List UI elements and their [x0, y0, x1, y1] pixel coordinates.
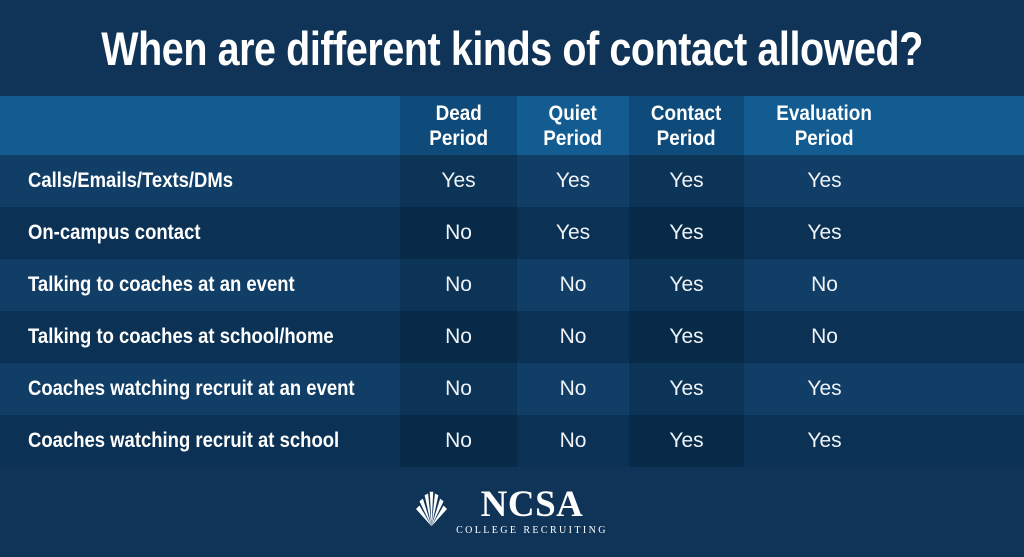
cell-contact-period: Yes [629, 415, 744, 467]
table-row: On-campus contact No Yes Yes Yes [0, 207, 1024, 259]
cell-value: No [559, 429, 587, 452]
cell-dead-period: No [400, 207, 517, 259]
cell-value: Yes [669, 429, 704, 452]
title-bar: When are different kinds of contact allo… [0, 0, 1024, 96]
table-row: Coaches watching recruit at an event No … [0, 363, 1024, 415]
cell-dead-period: No [400, 415, 517, 467]
cell-value: No [445, 377, 472, 400]
cell-quiet-period: No [517, 311, 629, 363]
logo-text-block: NCSA COLLEGE RECRUITING [456, 484, 608, 536]
cell-dead-period: No [400, 311, 517, 363]
cell-value: Yes [669, 221, 704, 244]
row-filler-cell [905, 207, 1024, 259]
cell-quiet-period: No [517, 259, 629, 311]
header-filler-cell [905, 96, 1024, 155]
column-header-label: Contact Period [651, 101, 722, 150]
cell-value: Yes [555, 221, 591, 244]
ncsa-logo: NCSA COLLEGE RECRUITING [416, 484, 608, 536]
cell-value: Yes [807, 221, 842, 244]
cell-value: Yes [441, 169, 476, 192]
cell-evaluation-period: No [744, 259, 905, 311]
cell-quiet-period: No [517, 363, 629, 415]
cell-value: Yes [807, 429, 842, 452]
cell-value: No [559, 325, 587, 348]
cell-contact-period: Yes [629, 363, 744, 415]
cell-evaluation-period: Yes [744, 155, 905, 207]
cell-value: No [811, 325, 838, 348]
cell-dead-period: Yes [400, 155, 517, 207]
cell-value: No [559, 273, 587, 296]
cell-value: No [559, 377, 587, 400]
cell-quiet-period: Yes [517, 207, 629, 259]
row-filler-cell [905, 311, 1024, 363]
row-label-cell: Calls/Emails/Texts/DMs [0, 155, 400, 207]
cell-contact-period: Yes [629, 155, 744, 207]
cell-evaluation-period: Yes [744, 415, 905, 467]
row-label: Talking to coaches at school/home [28, 325, 334, 348]
cell-value: Yes [669, 169, 704, 192]
cell-value: Yes [807, 169, 842, 192]
contact-periods-table: Dead Period Quiet Period Contact Period … [0, 96, 1024, 467]
row-label-cell: Coaches watching recruit at an event [0, 363, 400, 415]
cell-evaluation-period: Yes [744, 207, 905, 259]
row-label: Coaches watching recruit at an event [28, 377, 355, 400]
cell-value: Yes [555, 169, 591, 192]
column-header-label: Dead Period [429, 101, 488, 150]
cell-value: Yes [669, 377, 704, 400]
cell-dead-period: No [400, 259, 517, 311]
row-filler-cell [905, 415, 1024, 467]
crown-spikes-icon [416, 491, 448, 527]
cell-value: No [445, 429, 472, 452]
cell-contact-period: Yes [629, 311, 744, 363]
cell-value: Yes [807, 377, 842, 400]
cell-value: No [445, 273, 472, 296]
cell-value: No [445, 325, 472, 348]
logo-wordmark: NCSA [480, 484, 584, 525]
column-header-label: Evaluation Period [776, 101, 873, 150]
row-filler-cell [905, 155, 1024, 207]
row-label-cell: Coaches watching recruit at school [0, 415, 400, 467]
row-filler-cell [905, 259, 1024, 311]
cell-evaluation-period: Yes [744, 363, 905, 415]
row-label: Talking to coaches at an event [28, 273, 295, 296]
cell-value: Yes [669, 325, 704, 348]
table-row: Coaches watching recruit at school No No… [0, 415, 1024, 467]
cell-value: No [811, 273, 838, 296]
row-label: Coaches watching recruit at school [28, 429, 340, 452]
column-header-evaluation-period: Evaluation Period [744, 96, 905, 155]
cell-evaluation-period: No [744, 311, 905, 363]
row-label-cell: Talking to coaches at school/home [0, 311, 400, 363]
table-row: Talking to coaches at an event No No Yes… [0, 259, 1024, 311]
logo-subtitle: COLLEGE RECRUITING [456, 525, 608, 536]
cell-dead-period: No [400, 363, 517, 415]
column-header-label: Quiet Period [543, 101, 603, 150]
column-header-dead-period: Dead Period [400, 96, 517, 155]
row-label-cell: Talking to coaches at an event [0, 259, 400, 311]
row-label: On-campus contact [28, 221, 201, 244]
cell-value: Yes [669, 273, 704, 296]
cell-value: No [445, 221, 472, 244]
column-header-quiet-period: Quiet Period [517, 96, 629, 155]
cell-contact-period: Yes [629, 207, 744, 259]
cell-contact-period: Yes [629, 259, 744, 311]
table-header-row: Dead Period Quiet Period Contact Period … [0, 96, 1024, 155]
cell-quiet-period: Yes [517, 155, 629, 207]
header-spacer-cell [0, 96, 400, 155]
row-filler-cell [905, 363, 1024, 415]
column-header-contact-period: Contact Period [629, 96, 744, 155]
table-body: Calls/Emails/Texts/DMs Yes Yes Yes Yes O… [0, 155, 1024, 467]
row-label-cell: On-campus contact [0, 207, 400, 259]
footer: NCSA COLLEGE RECRUITING [0, 467, 1024, 557]
row-label: Calls/Emails/Texts/DMs [28, 169, 234, 192]
page-title: When are different kinds of contact allo… [101, 21, 923, 75]
table-row: Calls/Emails/Texts/DMs Yes Yes Yes Yes [0, 155, 1024, 207]
table-row: Talking to coaches at school/home No No … [0, 311, 1024, 363]
cell-quiet-period: No [517, 415, 629, 467]
